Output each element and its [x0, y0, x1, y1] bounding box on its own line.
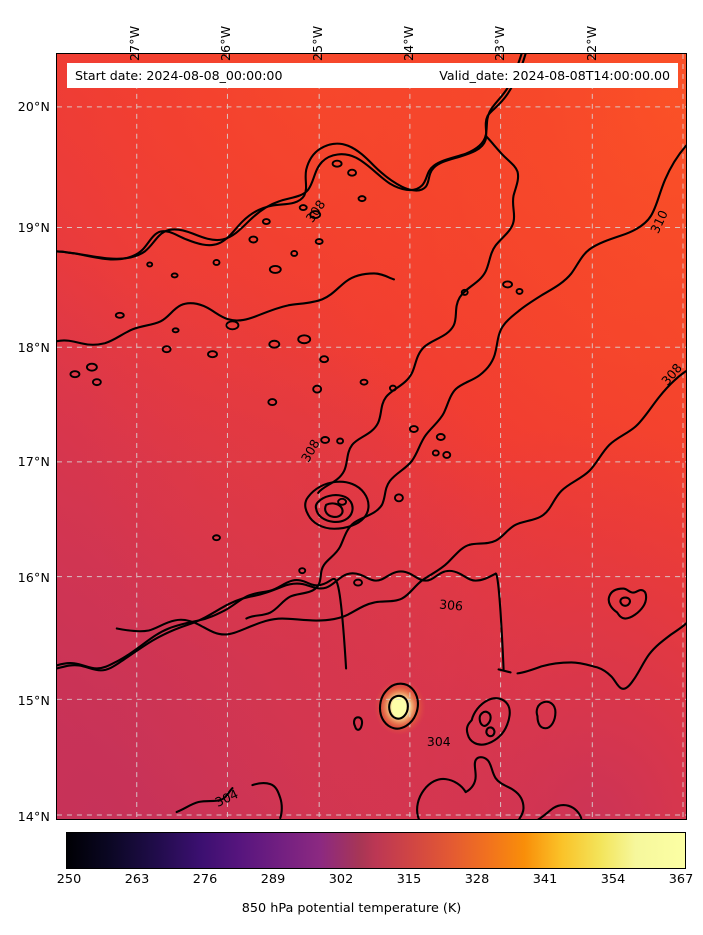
lat-tick-18n: 18°N: [17, 340, 50, 355]
contour-306: [57, 577, 348, 670]
map-plot-area[interactable]: 308 310 308 308 306 304 304 Start date: …: [56, 53, 687, 820]
valid-date-text: Valid_date: 2024-08-08T14:00:00.00: [439, 68, 670, 83]
contour-310-b: [245, 309, 521, 620]
contour-lines: [57, 54, 686, 819]
lon-tick-24w: 24°W: [401, 25, 416, 61]
contour-branch-se: [317, 134, 520, 494]
contour-308-right: [468, 370, 686, 546]
contour-310-nw-detail: [57, 272, 395, 346]
contour-304-max-inner: [388, 694, 409, 720]
contour-304-south-c: [537, 803, 583, 819]
contour-304-island-e: [535, 700, 557, 730]
cb-tick-289: 289: [260, 872, 286, 887]
contour-304-sw-b: [251, 781, 283, 819]
theta-field: [57, 54, 686, 819]
info-banner: Start date: 2024-08-08_00:00:00 Valid_da…: [67, 63, 678, 88]
lon-tick-23w: 23°W: [492, 25, 507, 61]
contour-308-island-ne-core: [619, 596, 631, 607]
lat-tick-14n: 14°N: [17, 809, 50, 824]
contour-304-sw: [175, 787, 234, 814]
map-svg: 308 310 308 308 306 304 304: [57, 54, 686, 819]
contour-main-boundary: [57, 54, 523, 260]
contour-304-south: [416, 777, 467, 819]
contour-306-gap-w: [494, 572, 505, 671]
cb-tick-250: 250: [56, 872, 82, 887]
contour-label-304-s: 304: [427, 734, 451, 749]
lat-tick-19n: 19°N: [17, 220, 50, 235]
contour-304-blob: [353, 716, 364, 731]
contour-310: [57, 54, 527, 261]
gridlines: [57, 54, 686, 819]
cb-tick-315: 315: [396, 872, 422, 887]
contour-label-306: 306: [439, 597, 464, 614]
contour-304-se-core: [478, 710, 492, 727]
contour-308-cluster: [304, 480, 370, 530]
cb-tick-328: 328: [464, 872, 490, 887]
lon-tick-22w: 22°W: [584, 25, 599, 61]
lat-tick-16n: 16°N: [17, 570, 50, 585]
lat-tick-17n: 17°N: [17, 454, 50, 469]
colorbar-label: 850 hPa potential temperature (K): [241, 901, 462, 916]
lat-tick-15n: 15°N: [17, 693, 50, 708]
cb-tick-354: 354: [600, 872, 626, 887]
contour-308-island-ne: [607, 587, 648, 620]
lon-tick-27w: 27°W: [127, 25, 142, 61]
contour-306-main-e: [516, 622, 686, 690]
contour-308-right-b: [115, 543, 471, 636]
lon-tick-25w: 25°W: [310, 25, 325, 61]
contour-308-cluster-inner: [314, 494, 354, 523]
contour-304-se: [465, 697, 511, 746]
lon-tick-26w: 26°W: [218, 25, 233, 61]
cb-tick-367: 367: [668, 872, 694, 887]
contour-310-ne: [518, 144, 686, 312]
contour-304-max: [378, 682, 419, 730]
contour-308-cluster-inner2: [324, 502, 344, 518]
contour-small-features: [69, 159, 524, 587]
cb-tick-341: 341: [532, 872, 558, 887]
cb-tick-276: 276: [192, 872, 218, 887]
colorbar[interactable]: [66, 832, 686, 869]
contour-304-south-b: [464, 756, 525, 819]
cb-tick-263: 263: [124, 872, 150, 887]
contour-306-main: [57, 569, 497, 672]
lat-tick-20n: 20°N: [17, 99, 50, 114]
cb-tick-302: 302: [328, 872, 354, 887]
start-date-text: Start date: 2024-08-08_00:00:00: [75, 68, 283, 83]
contour-306-gap-e: [497, 668, 512, 674]
contour-304-se-core2: [485, 726, 496, 738]
